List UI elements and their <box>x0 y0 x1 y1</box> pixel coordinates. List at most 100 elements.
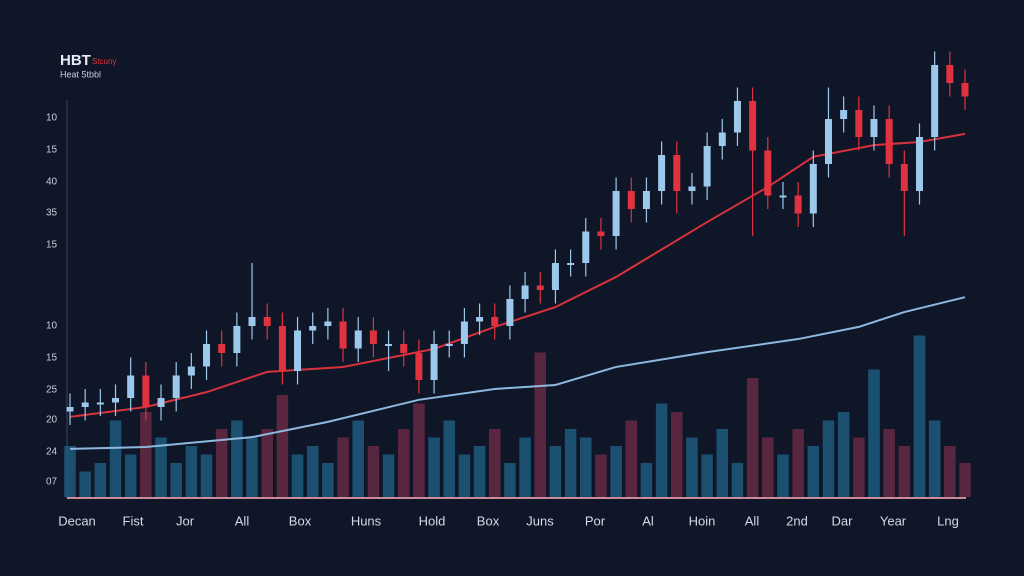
candle-body <box>203 344 211 367</box>
x-tick-label: All <box>745 513 760 528</box>
candle-body <box>900 164 908 191</box>
candle-body <box>309 326 317 331</box>
candle-body <box>658 155 666 191</box>
volume-bar <box>534 352 547 497</box>
candle-body <box>915 137 923 191</box>
volume-bar <box>762 437 774 497</box>
candle-body <box>127 375 135 398</box>
volume-bar <box>716 429 729 497</box>
candle-body <box>248 317 256 326</box>
candle-body <box>567 263 575 265</box>
candle-body <box>931 65 939 137</box>
volume-bar <box>731 463 744 497</box>
volume-bar <box>261 429 273 497</box>
volume-bar <box>868 369 880 497</box>
candle-body <box>369 330 377 344</box>
candle-body <box>885 119 893 164</box>
candle-body <box>354 330 362 349</box>
volume-bar <box>231 420 243 497</box>
candle-body <box>749 101 757 151</box>
candle-body <box>324 321 332 326</box>
x-tick-label: Hoin <box>689 513 716 528</box>
candle-body <box>385 344 393 346</box>
x-tick-label: Huns <box>351 513 382 528</box>
volume-bar <box>155 437 167 497</box>
volume-bar <box>367 446 380 497</box>
volume-bar <box>701 454 713 497</box>
candle-body <box>142 375 150 407</box>
volume-bar <box>625 420 638 497</box>
title-note: Stcuny <box>92 57 116 66</box>
candle-body <box>612 191 620 236</box>
volume-bar <box>291 454 304 497</box>
candle-body <box>445 344 453 346</box>
volume-bar <box>913 335 926 497</box>
volume-bar <box>564 429 577 497</box>
volume-bar <box>397 429 410 497</box>
candle-body <box>157 398 165 407</box>
candle-body <box>597 231 605 236</box>
candle-body <box>294 330 302 371</box>
candle-body <box>779 195 787 198</box>
candle-body <box>263 317 271 326</box>
candle-body <box>582 231 590 263</box>
volume-bar <box>109 420 122 497</box>
volume-bar <box>504 463 516 497</box>
candle-body <box>233 326 241 353</box>
x-tick-label: Por <box>585 513 606 528</box>
candle-body <box>642 191 650 209</box>
candle-body <box>172 375 180 398</box>
candle-body <box>521 285 529 299</box>
volume-bar <box>640 463 653 497</box>
candle-body <box>688 186 696 191</box>
candle-body <box>824 119 832 164</box>
x-tick-label: Box <box>289 513 312 528</box>
volume-bar <box>595 454 607 497</box>
candle-body <box>506 299 514 326</box>
volume-bar <box>413 403 425 497</box>
x-tick-label: Hold <box>419 513 446 528</box>
y-tick-label: 15 <box>46 240 58 251</box>
candle-body <box>673 155 681 191</box>
volume-bar <box>215 429 228 497</box>
candle-body <box>855 110 863 137</box>
volume-bar <box>883 429 895 497</box>
candle-body <box>400 344 408 353</box>
volume-bar <box>64 446 76 497</box>
candle-body <box>491 317 499 326</box>
volume-bar <box>671 412 683 497</box>
y-tick-label: 20 <box>46 415 58 426</box>
volume-bar <box>382 454 395 497</box>
chart-title: HBT <box>60 52 91 69</box>
candle-body <box>460 321 468 344</box>
volume-bar <box>549 446 562 497</box>
candle-body <box>870 119 878 137</box>
volume-bar <box>94 463 107 497</box>
volume-bar <box>610 446 622 497</box>
volume-bar <box>322 463 334 497</box>
candle-body <box>961 83 969 97</box>
volume-bar <box>959 463 971 497</box>
candle-body <box>627 191 635 209</box>
y-tick-label: 40 <box>46 177 58 188</box>
y-tick-label: 24 <box>46 447 58 458</box>
volume-bar <box>200 454 213 497</box>
x-tick-label: Box <box>477 513 500 528</box>
candle-body <box>840 110 848 119</box>
x-tick-label: Fist <box>123 513 144 528</box>
volume-bar <box>185 446 198 497</box>
volume-bar <box>746 378 759 497</box>
volume-bar <box>352 420 364 497</box>
candle-body <box>278 326 286 371</box>
volume-bar <box>443 420 456 497</box>
volume-bar <box>473 446 486 497</box>
candle-body <box>703 146 711 187</box>
volume-bar <box>519 437 531 497</box>
candle-body <box>430 344 438 380</box>
candle-body <box>733 101 741 133</box>
x-tick-label: Dar <box>832 513 854 528</box>
volume-bar <box>928 420 941 497</box>
candle-body <box>415 353 423 380</box>
candle-body <box>112 398 120 403</box>
candle-body <box>536 285 544 290</box>
